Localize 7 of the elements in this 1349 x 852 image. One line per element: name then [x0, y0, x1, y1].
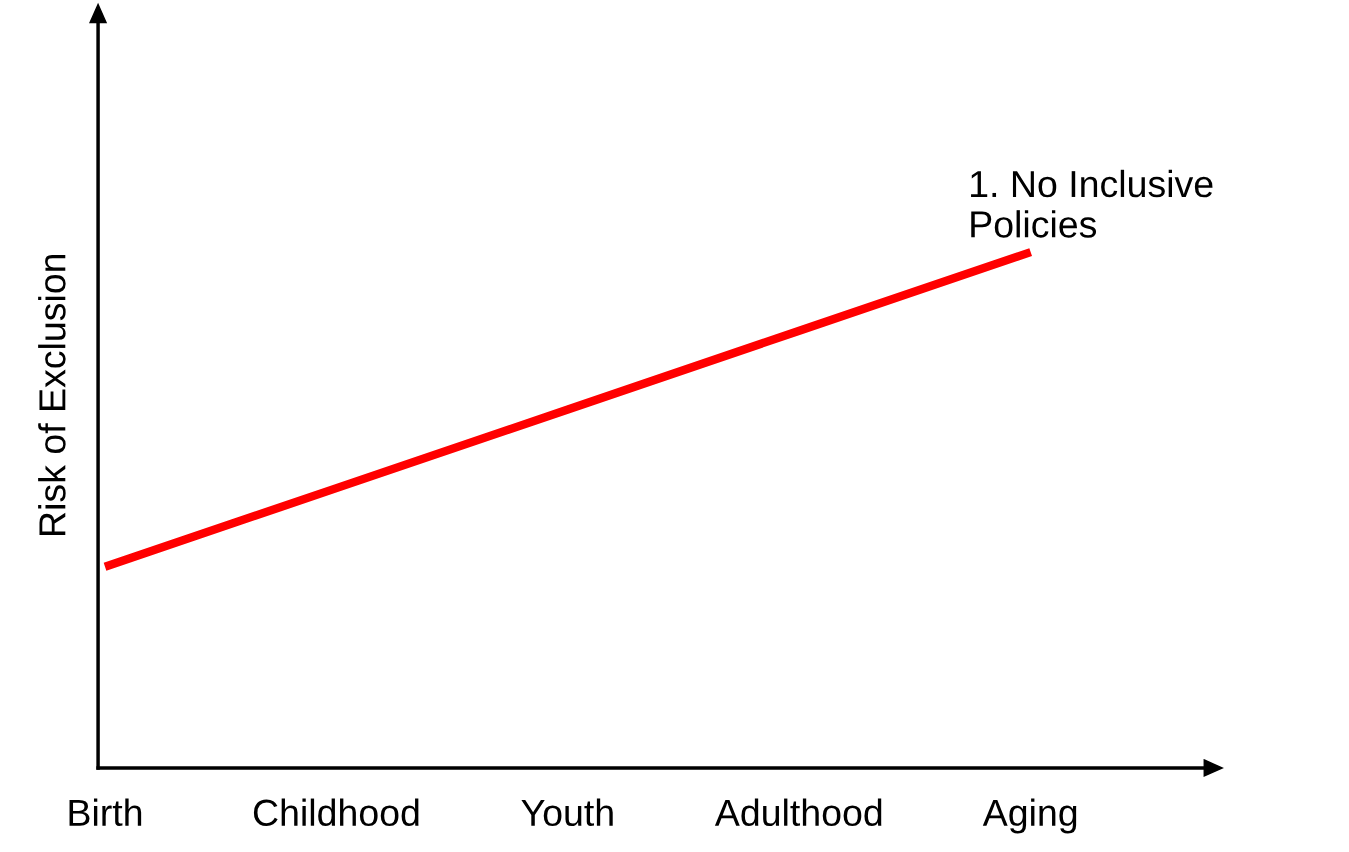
x-tick-label: Adulthood: [714, 798, 882, 827]
x-tick-label: Youth: [521, 798, 613, 827]
x-tick-label: Birth: [69, 798, 142, 827]
series-label: 1. No Inclusive Policies: [971, 169, 1213, 238]
x-tick-label: Childhood: [253, 798, 419, 827]
x-tick-label: Aging: [982, 798, 1077, 834]
y-axis-title: Risk of Exclusion: [38, 254, 66, 535]
